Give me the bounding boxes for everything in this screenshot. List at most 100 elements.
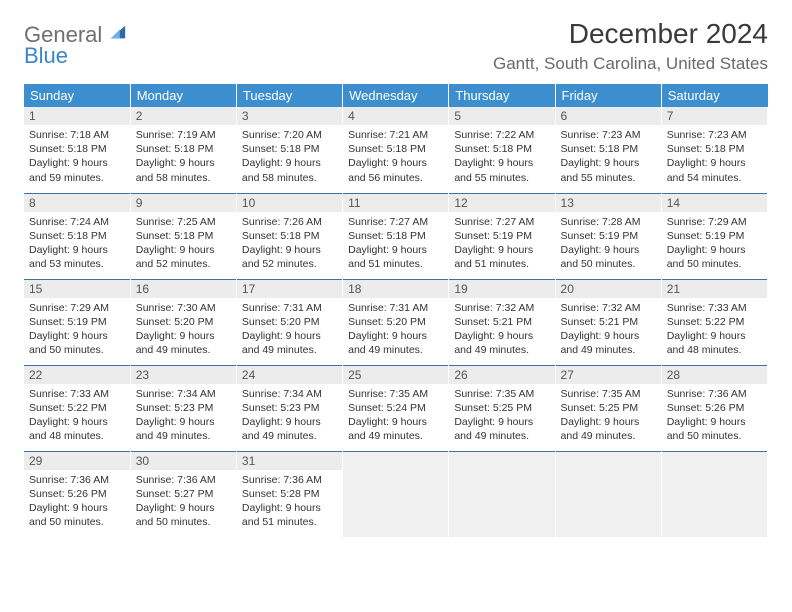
calendar-day-cell: 3Sunrise: 7:20 AMSunset: 5:18 PMDaylight…	[236, 107, 342, 193]
daylight-text: Daylight: 9 hours and 50 minutes.	[667, 243, 762, 271]
sunrise-text: Sunrise: 7:36 AM	[29, 473, 125, 487]
sunset-text: Sunset: 5:28 PM	[242, 487, 337, 501]
sunset-text: Sunset: 5:18 PM	[242, 142, 337, 156]
sunrise-text: Sunrise: 7:36 AM	[667, 387, 762, 401]
daylight-text: Daylight: 9 hours and 49 minutes.	[136, 329, 231, 357]
day-info: Sunrise: 7:33 AMSunset: 5:22 PMDaylight:…	[29, 387, 125, 444]
calendar-day-cell: 23 Sunrise: 7:34 AMSunset: 5:23 PMDayligh…	[130, 365, 236, 451]
calendar-empty-cell	[661, 451, 767, 537]
day-number: 21	[662, 280, 767, 298]
sunset-text: Sunset: 5:25 PM	[561, 401, 656, 415]
calendar-day-cell: 24Sunrise: 7:34 AMSunset: 5:23 PMDayligh…	[236, 365, 342, 451]
sunset-text: Sunset: 5:22 PM	[667, 315, 762, 329]
day-info: Sunrise: 7:32 AMSunset: 5:21 PMDaylight:…	[454, 301, 549, 358]
day-info: Sunrise: 7:24 AMSunset: 5:18 PMDaylight:…	[29, 215, 125, 272]
calendar-table: Sunday Monday Tuesday Wednesday Thursday…	[24, 84, 768, 537]
daylight-text: Daylight: 9 hours and 49 minutes.	[348, 329, 443, 357]
sunrise-text: Sunrise: 7:22 AM	[454, 128, 549, 142]
sunset-text: Sunset: 5:18 PM	[561, 142, 656, 156]
day-number: 13	[556, 194, 661, 212]
day-info: Sunrise: 7:25 AMSunset: 5:18 PMDaylight:…	[136, 215, 231, 272]
sunrise-text: Sunrise: 7:34 AM	[136, 387, 231, 401]
day-number: 5	[449, 107, 554, 125]
sunset-text: Sunset: 5:21 PM	[561, 315, 656, 329]
day-info: Sunrise: 7:36 AMSunset: 5:28 PMDaylight:…	[242, 473, 337, 530]
day-number: 1	[24, 107, 130, 125]
sunset-text: Sunset: 5:24 PM	[348, 401, 443, 415]
calendar-day-cell: 30Sunrise: 7:36 AMSunset: 5:27 PMDayligh…	[130, 451, 236, 537]
title-block: December 2024 Gantt, South Carolina, Uni…	[493, 18, 768, 74]
daylight-text: Daylight: 9 hours and 58 minutes.	[136, 156, 231, 184]
daylight-text: Daylight: 9 hours and 50 minutes.	[29, 501, 125, 529]
sunset-text: Sunset: 5:26 PM	[667, 401, 762, 415]
sunset-text: Sunset: 5:20 PM	[242, 315, 337, 329]
day-info: Sunrise: 7:31 AMSunset: 5:20 PMDaylight:…	[348, 301, 443, 358]
day-number: 15	[24, 280, 130, 298]
day-info: Sunrise: 7:36 AMSunset: 5:26 PMDaylight:…	[29, 473, 125, 530]
daylight-text: Daylight: 9 hours and 49 minutes.	[561, 415, 656, 443]
calendar-day-cell: 26Sunrise: 7:35 AMSunset: 5:25 PMDayligh…	[449, 365, 555, 451]
daylight-text: Daylight: 9 hours and 54 minutes.	[667, 156, 762, 184]
daylight-text: Daylight: 9 hours and 51 minutes.	[242, 501, 337, 529]
weekday-header: Friday	[555, 84, 661, 107]
daylight-text: Daylight: 9 hours and 48 minutes.	[667, 329, 762, 357]
day-number: 25	[343, 366, 448, 384]
sunrise-text: Sunrise: 7:19 AM	[136, 128, 231, 142]
day-info: Sunrise: 7:35 AMSunset: 5:24 PMDaylight:…	[348, 387, 443, 444]
calendar-day-cell: 22Sunrise: 7:33 AMSunset: 5:22 PMDayligh…	[24, 365, 130, 451]
logo-word-blue: Blue	[24, 45, 127, 67]
weekday-header-row: Sunday Monday Tuesday Wednesday Thursday…	[24, 84, 768, 107]
daylight-text: Daylight: 9 hours and 55 minutes.	[454, 156, 549, 184]
day-number: 18	[343, 280, 448, 298]
daylight-text: Daylight: 9 hours and 49 minutes.	[242, 415, 337, 443]
day-number: 26	[449, 366, 554, 384]
calendar-day-cell: 18 Sunrise: 7:31 AMSunset: 5:20 PMDayligh…	[343, 279, 449, 365]
sunrise-text: Sunrise: 7:21 AM	[348, 128, 443, 142]
month-title: December 2024	[493, 18, 768, 50]
weekday-header: Wednesday	[343, 84, 449, 107]
logo-sail-icon	[109, 24, 127, 42]
calendar-day-cell: 25 Sunrise: 7:35 AMSunset: 5:24 PMDayligh…	[343, 365, 449, 451]
sunset-text: Sunset: 5:18 PM	[348, 142, 443, 156]
daylight-text: Daylight: 9 hours and 49 minutes.	[348, 415, 443, 443]
calendar-day-cell: 1Sunrise: 7:18 AMSunset: 5:18 PMDaylight…	[24, 107, 130, 193]
sunset-text: Sunset: 5:18 PM	[29, 142, 125, 156]
daylight-text: Daylight: 9 hours and 49 minutes.	[454, 329, 549, 357]
calendar-week-row: 1Sunrise: 7:18 AMSunset: 5:18 PMDaylight…	[24, 107, 768, 193]
day-info: Sunrise: 7:32 AMSunset: 5:21 PMDaylight:…	[561, 301, 656, 358]
weekday-header: Monday	[130, 84, 236, 107]
sunset-text: Sunset: 5:18 PM	[348, 229, 443, 243]
day-info: Sunrise: 7:34 AMSunset: 5:23 PMDaylight:…	[136, 387, 231, 444]
sunset-text: Sunset: 5:18 PM	[29, 229, 125, 243]
sunrise-text: Sunrise: 7:24 AM	[29, 215, 125, 229]
sunset-text: Sunset: 5:18 PM	[454, 142, 549, 156]
sunrise-text: Sunrise: 7:27 AM	[348, 215, 443, 229]
sunrise-text: Sunrise: 7:36 AM	[136, 473, 231, 487]
day-number: 29	[24, 452, 130, 470]
day-number: 2	[131, 107, 236, 125]
sunset-text: Sunset: 5:18 PM	[136, 229, 231, 243]
calendar-day-cell: 11Sunrise: 7:27 AMSunset: 5:18 PMDayligh…	[343, 193, 449, 279]
daylight-text: Daylight: 9 hours and 59 minutes.	[29, 156, 125, 184]
daylight-text: Daylight: 9 hours and 50 minutes.	[29, 329, 125, 357]
sunrise-text: Sunrise: 7:23 AM	[561, 128, 656, 142]
calendar-week-row: 29 Sunrise: 7:36 AMSunset: 5:26 PMDayligh…	[24, 451, 768, 537]
day-number: 20	[556, 280, 661, 298]
sunrise-text: Sunrise: 7:29 AM	[667, 215, 762, 229]
day-info: Sunrise: 7:22 AMSunset: 5:18 PMDaylight:…	[454, 128, 549, 185]
calendar-day-cell: 4Sunrise: 7:21 AMSunset: 5:18 PMDaylight…	[343, 107, 449, 193]
day-info: Sunrise: 7:26 AMSunset: 5:18 PMDaylight:…	[242, 215, 337, 272]
calendar-day-cell: 31Sunrise: 7:36 AMSunset: 5:28 PMDayligh…	[236, 451, 342, 537]
weekday-header: Thursday	[449, 84, 555, 107]
day-number: 23	[131, 366, 236, 384]
weekday-header: Sunday	[24, 84, 130, 107]
day-info: Sunrise: 7:29 AMSunset: 5:19 PMDaylight:…	[29, 301, 125, 358]
sunrise-text: Sunrise: 7:36 AM	[242, 473, 337, 487]
logo: General Blue	[24, 18, 127, 67]
day-number: 12	[449, 194, 554, 212]
sunrise-text: Sunrise: 7:28 AM	[561, 215, 656, 229]
day-info: Sunrise: 7:34 AMSunset: 5:23 PMDaylight:…	[242, 387, 337, 444]
daylight-text: Daylight: 9 hours and 49 minutes.	[454, 415, 549, 443]
daylight-text: Daylight: 9 hours and 56 minutes.	[348, 156, 443, 184]
daylight-text: Daylight: 9 hours and 50 minutes.	[667, 415, 762, 443]
